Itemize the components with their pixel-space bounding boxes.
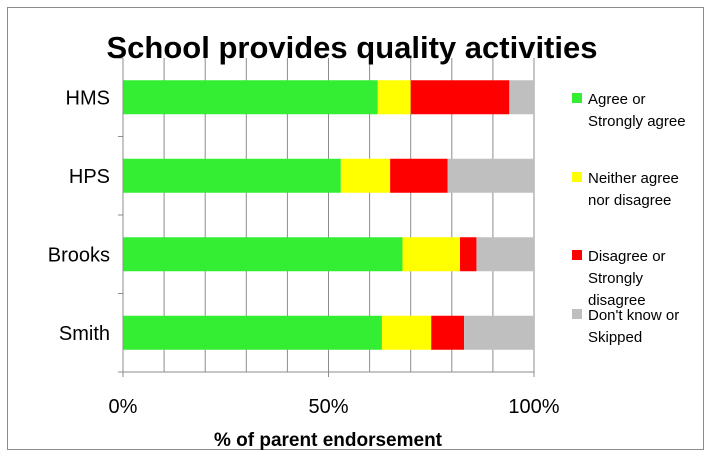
category-label: Smith bbox=[59, 323, 110, 345]
legend-label: Skipped bbox=[588, 329, 642, 346]
bar-segment bbox=[123, 315, 382, 350]
bar-segment bbox=[340, 158, 391, 193]
category-label: HMS bbox=[66, 87, 110, 109]
bar-segment bbox=[390, 158, 448, 193]
bar-segment bbox=[123, 237, 403, 272]
legend-swatch bbox=[572, 93, 582, 103]
legend-swatch bbox=[572, 172, 582, 182]
category-label: Brooks bbox=[48, 244, 110, 266]
legend-swatch bbox=[572, 309, 582, 319]
bar-segment bbox=[447, 158, 534, 193]
legend-label: disagree bbox=[588, 292, 646, 309]
x-tick-label: 50% bbox=[308, 396, 348, 418]
bar-segment bbox=[377, 80, 411, 115]
legend-label: Neither agree bbox=[588, 170, 679, 187]
bars bbox=[123, 80, 534, 350]
legend-label: Strongly agree bbox=[588, 113, 686, 130]
x-axis-label: % of parent endorsement bbox=[214, 430, 443, 451]
bar-segment bbox=[402, 237, 461, 272]
bar-segment bbox=[123, 80, 378, 115]
legend-swatch bbox=[572, 250, 582, 260]
legend-label: Agree or bbox=[588, 91, 646, 108]
bar-segment bbox=[381, 315, 432, 350]
bar-segment bbox=[123, 158, 341, 193]
bar-segment bbox=[476, 237, 534, 272]
x-tick-label: 0% bbox=[109, 396, 138, 418]
bar-segment bbox=[460, 237, 477, 272]
bar-segment bbox=[509, 80, 534, 115]
chart-title: School provides quality activities bbox=[107, 30, 598, 65]
bar-segment bbox=[464, 315, 534, 350]
legend-label: Strongly bbox=[588, 270, 644, 287]
legend-label: Disagree or bbox=[588, 248, 666, 265]
legend-label: nor disagree bbox=[588, 192, 671, 209]
legend: Agree or Strongly agree Neither agree nor d… bbox=[572, 91, 686, 346]
x-tick-label: 100% bbox=[508, 396, 559, 418]
axes: HMS HPS Brooks Smith 0% 50% 100% bbox=[48, 57, 560, 418]
legend-label: Don't know or bbox=[588, 307, 679, 324]
category-label: HPS bbox=[69, 166, 110, 188]
bar-segment bbox=[431, 315, 465, 350]
bar-segment bbox=[410, 80, 510, 115]
